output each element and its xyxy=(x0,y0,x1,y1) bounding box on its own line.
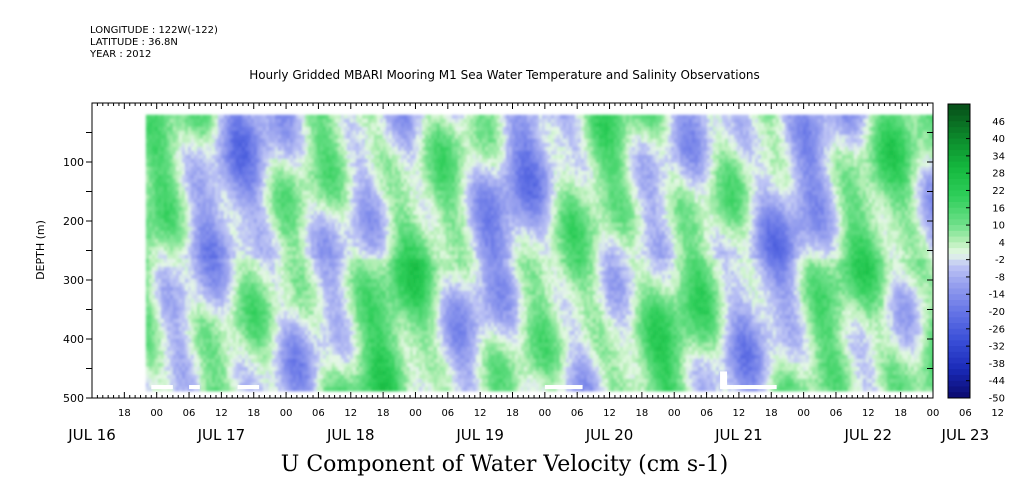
heatmap-field xyxy=(146,115,945,392)
